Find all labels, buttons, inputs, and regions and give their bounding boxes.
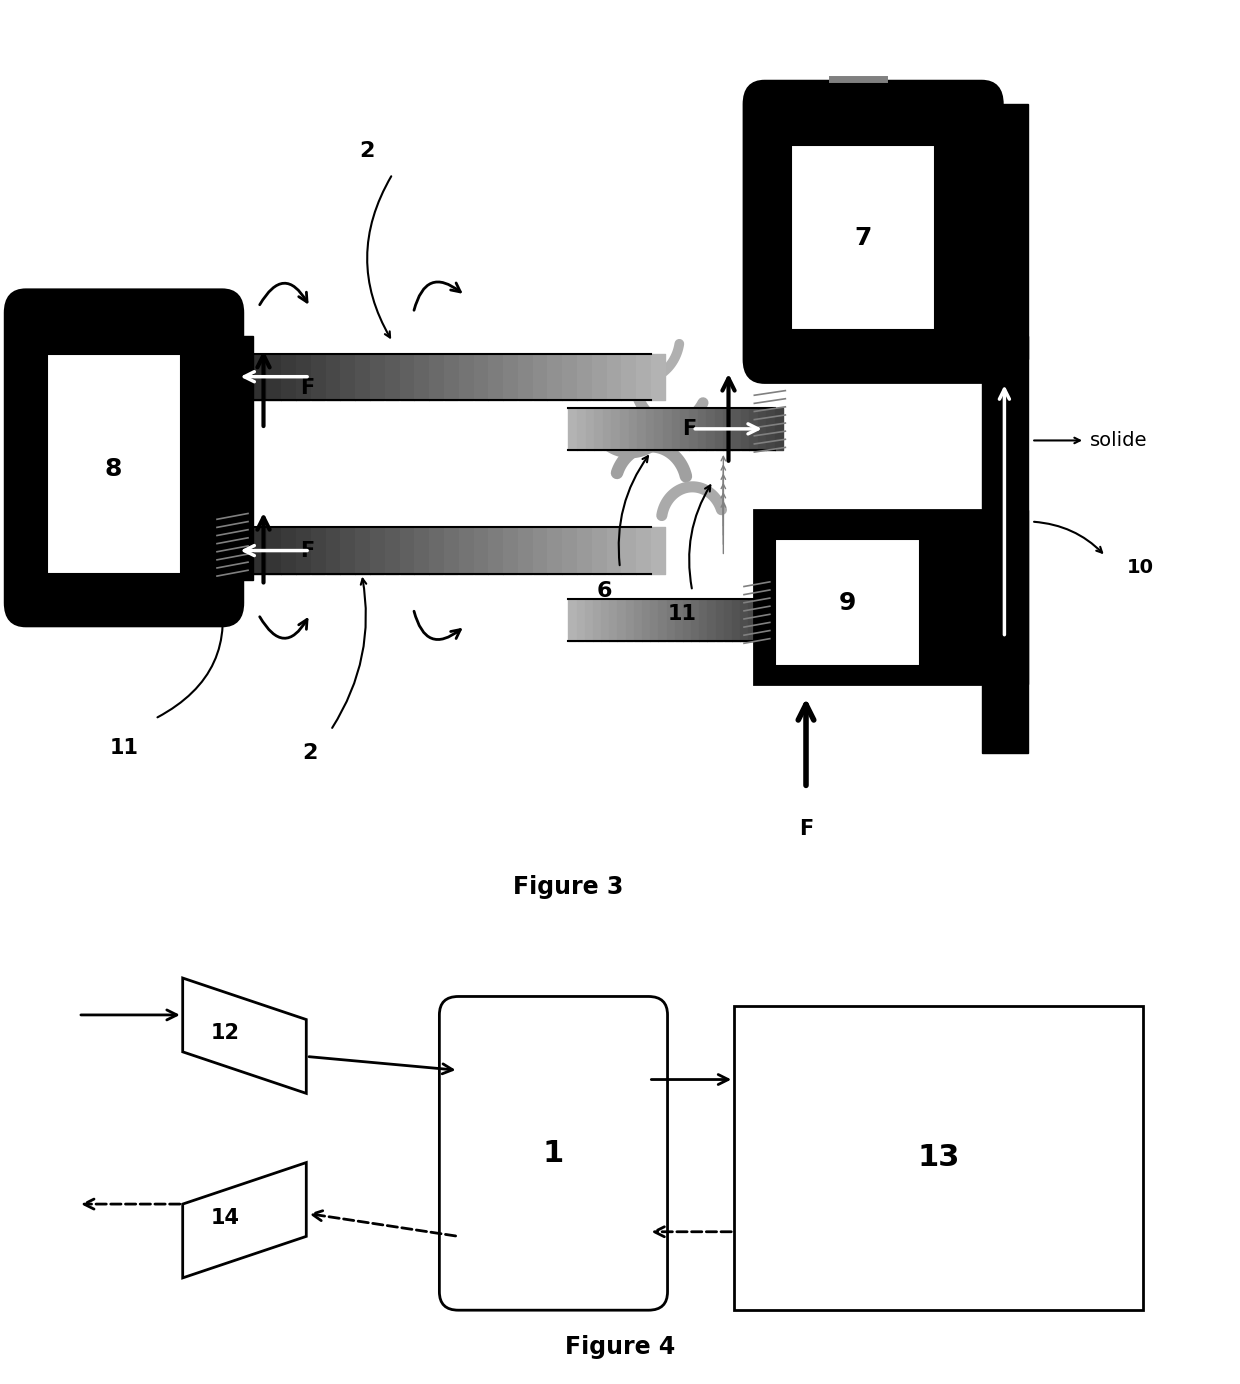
Text: 7: 7: [854, 226, 872, 249]
Bar: [791, 145, 935, 331]
Text: 12: 12: [211, 1023, 241, 1044]
Text: F: F: [300, 378, 314, 399]
Bar: [754, 509, 982, 684]
Bar: [734, 1006, 1143, 1311]
FancyBboxPatch shape: [744, 82, 1002, 382]
FancyBboxPatch shape: [5, 289, 243, 626]
Text: F: F: [300, 541, 314, 561]
Bar: [982, 509, 1028, 684]
Text: Figure 3: Figure 3: [513, 875, 624, 898]
Text: F: F: [799, 819, 813, 839]
Text: 11: 11: [667, 605, 697, 624]
Text: 2: 2: [303, 743, 317, 764]
Polygon shape: [182, 978, 306, 1093]
Text: 14: 14: [211, 1208, 241, 1228]
Bar: [47, 353, 181, 574]
Bar: [775, 538, 920, 667]
Bar: [791, 145, 935, 331]
Text: solide: solide: [1090, 430, 1148, 450]
Text: 1: 1: [543, 1139, 564, 1168]
Polygon shape: [182, 1163, 306, 1277]
Text: 10: 10: [1126, 559, 1153, 577]
FancyBboxPatch shape: [439, 996, 667, 1311]
Bar: [982, 104, 1028, 360]
Text: 13: 13: [918, 1143, 960, 1172]
Text: 8: 8: [105, 458, 123, 482]
Text: 11: 11: [109, 738, 139, 757]
Text: F: F: [682, 419, 696, 439]
Text: 2: 2: [360, 141, 374, 161]
Bar: [982, 336, 1028, 753]
Text: Figure 4: Figure 4: [565, 1336, 675, 1359]
Bar: [217, 336, 253, 580]
Text: 6: 6: [596, 581, 613, 601]
Text: 9: 9: [838, 591, 856, 614]
